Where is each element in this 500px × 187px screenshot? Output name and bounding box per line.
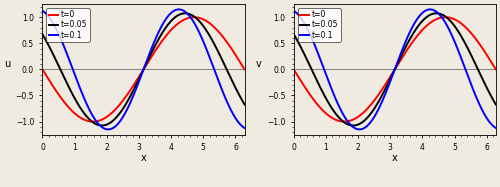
t=0.1 <box>356 128 362 131</box>
t=0 <box>191 16 197 18</box>
t=0.05 <box>182 12 188 14</box>
Legend: t=0, t=0.05, t=0.1: t=0, t=0.05, t=0.1 <box>46 8 90 42</box>
t=0 <box>448 17 454 19</box>
t=0.05 <box>178 13 184 15</box>
t=0.1 <box>452 42 458 45</box>
t=0.1 <box>242 127 248 129</box>
t=0 <box>198 17 203 19</box>
t=0.1 <box>448 34 454 36</box>
t=0.1 <box>290 10 296 12</box>
t=0.1 <box>122 113 128 116</box>
t=0.05 <box>242 103 248 106</box>
Line: t=0.1: t=0.1 <box>294 9 496 129</box>
t=0 <box>242 68 248 70</box>
t=0.05 <box>380 93 386 95</box>
t=0.1 <box>430 9 436 11</box>
Legend: t=0, t=0.05, t=0.1: t=0, t=0.05, t=0.1 <box>298 8 341 42</box>
Line: t=0.05: t=0.05 <box>294 13 496 125</box>
t=0.05 <box>452 26 458 28</box>
t=0.05 <box>350 124 356 127</box>
t=0 <box>442 16 448 18</box>
t=0.05 <box>122 105 128 108</box>
Line: t=0.05: t=0.05 <box>42 13 244 125</box>
t=0 <box>452 19 458 21</box>
t=0.05 <box>99 124 105 127</box>
t=0.1 <box>105 128 111 131</box>
t=0 <box>60 99 66 102</box>
t=0 <box>201 19 207 21</box>
t=0 <box>178 20 184 22</box>
t=0 <box>90 120 96 123</box>
t=0.05 <box>434 12 440 14</box>
t=0.05 <box>312 74 318 76</box>
X-axis label: x: x <box>140 153 146 163</box>
Line: t=0: t=0 <box>294 17 496 122</box>
t=0 <box>40 68 46 70</box>
t=0.1 <box>40 10 46 12</box>
t=0 <box>128 87 134 89</box>
t=0.1 <box>380 98 386 101</box>
t=0.05 <box>60 74 66 76</box>
t=0.1 <box>372 113 378 116</box>
t=0.05 <box>128 93 134 95</box>
t=0 <box>342 120 347 123</box>
t=0 <box>493 68 499 70</box>
Y-axis label: v: v <box>256 59 262 69</box>
Y-axis label: u: u <box>4 59 10 69</box>
Line: t=0: t=0 <box>42 17 244 122</box>
t=0.05 <box>448 21 454 24</box>
t=0.05 <box>372 105 378 108</box>
t=0.05 <box>201 26 207 28</box>
t=0.1 <box>493 127 499 129</box>
t=0.1 <box>178 9 184 11</box>
t=0.1 <box>176 8 182 10</box>
t=0 <box>122 97 128 100</box>
t=0.1 <box>312 43 318 45</box>
t=0 <box>312 99 318 102</box>
Line: t=0.1: t=0.1 <box>42 9 244 129</box>
t=0.1 <box>198 34 203 36</box>
t=0 <box>372 97 378 100</box>
t=0.05 <box>430 13 436 15</box>
X-axis label: x: x <box>392 153 398 163</box>
t=0.1 <box>60 43 66 45</box>
t=0 <box>290 68 296 70</box>
t=0.05 <box>290 33 296 36</box>
t=0.05 <box>198 21 203 24</box>
t=0 <box>430 20 436 22</box>
t=0 <box>380 87 386 89</box>
t=0.05 <box>40 33 46 36</box>
t=0.05 <box>493 103 499 106</box>
t=0.1 <box>427 8 433 10</box>
t=0.1 <box>201 42 207 45</box>
t=0.1 <box>128 98 134 101</box>
